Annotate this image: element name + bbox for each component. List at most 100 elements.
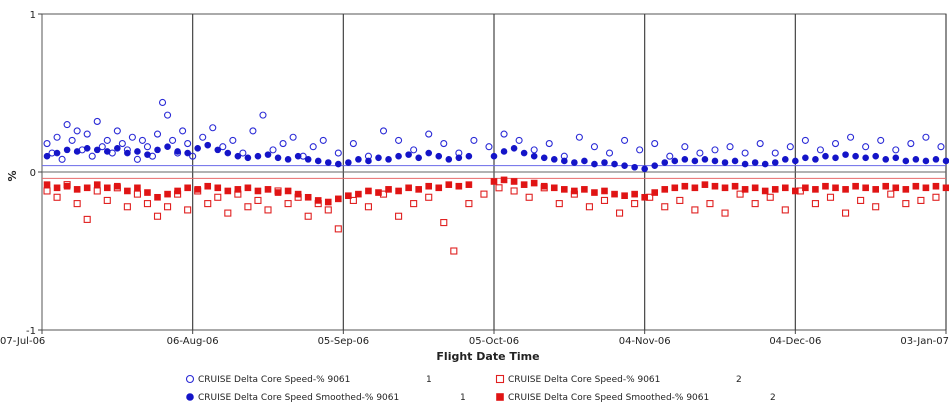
- data-point: [264, 151, 272, 158]
- data-point: [802, 184, 809, 192]
- data-point: [842, 186, 849, 193]
- data-point: [319, 136, 327, 144]
- data-point: [415, 154, 422, 162]
- data-point: [545, 140, 553, 148]
- data-point: [284, 200, 292, 208]
- data-point: [741, 160, 749, 168]
- data-point: [425, 130, 433, 138]
- data-point: [691, 157, 699, 165]
- data-point: [395, 212, 403, 220]
- data-point: [585, 203, 593, 211]
- data-point: [194, 145, 201, 152]
- data-point: [676, 196, 684, 204]
- data-point: [540, 182, 548, 190]
- data-point: [510, 145, 518, 152]
- data-point: [882, 156, 890, 163]
- data-point: [83, 215, 91, 223]
- legend-marker: [186, 393, 194, 401]
- data-point: [304, 193, 312, 201]
- data-point: [199, 133, 207, 141]
- data-point: [169, 136, 177, 144]
- data-point: [124, 187, 131, 195]
- data-point: [224, 149, 232, 157]
- data-point: [465, 200, 473, 208]
- data-point: [194, 186, 201, 193]
- data-point: [852, 152, 859, 160]
- data-point: [490, 178, 498, 185]
- data-point: [455, 182, 463, 190]
- data-point: [741, 186, 749, 193]
- x-tick-label: 05-Oct-06: [469, 336, 519, 347]
- data-point: [792, 187, 799, 195]
- data-point: [425, 149, 433, 157]
- data-point: [741, 149, 749, 157]
- data-point: [164, 143, 171, 151]
- data-point: [801, 136, 809, 144]
- legend-item: CRUISE Delta Core Speed-% 9061 1: [185, 374, 432, 385]
- data-point: [124, 149, 131, 157]
- data-point: [73, 186, 81, 193]
- data-point: [254, 196, 262, 204]
- data-point: [892, 154, 900, 162]
- data-point: [701, 156, 709, 163]
- data-point: [224, 209, 232, 217]
- data-marks: [43, 98, 949, 255]
- x-tick-label: 04-Nov-06: [619, 336, 671, 347]
- data-point: [304, 156, 312, 163]
- data-point: [179, 127, 187, 135]
- data-point: [611, 160, 618, 168]
- data-point: [73, 200, 81, 208]
- data-point: [465, 152, 473, 160]
- data-point: [932, 182, 940, 190]
- data-point: [53, 133, 61, 141]
- data-point: [942, 184, 949, 192]
- data-point: [144, 151, 151, 158]
- data-point: [681, 156, 689, 163]
- data-point: [143, 200, 152, 208]
- data-point: [561, 157, 568, 165]
- data-point: [696, 149, 704, 157]
- data-point: [902, 157, 910, 165]
- data-point: [892, 184, 900, 192]
- data-point: [264, 186, 272, 193]
- data-point: [812, 156, 819, 163]
- data-point: [144, 189, 151, 196]
- data-point: [244, 203, 252, 211]
- data-point: [395, 187, 402, 195]
- data-point: [43, 181, 51, 188]
- data-point: [832, 184, 839, 192]
- data-point: [138, 136, 146, 144]
- data-point: [515, 136, 523, 144]
- data-point: [184, 149, 191, 157]
- data-point: [812, 186, 819, 193]
- data-point: [279, 140, 287, 148]
- data-point: [123, 203, 131, 211]
- data-point: [365, 187, 372, 195]
- data-point: [264, 206, 272, 214]
- data-point: [495, 184, 503, 192]
- data-point: [756, 140, 764, 148]
- data-point: [314, 157, 322, 165]
- data-point: [621, 192, 628, 199]
- legend-suffix: 1: [426, 375, 432, 385]
- data-point: [43, 187, 51, 195]
- data-point: [922, 133, 930, 141]
- data-point: [872, 186, 879, 193]
- data-point: [847, 133, 855, 141]
- data-point: [721, 159, 729, 166]
- legend-suffix: 1: [460, 393, 466, 403]
- data-point: [204, 200, 212, 208]
- data-point: [726, 143, 734, 151]
- data-point: [651, 162, 659, 169]
- legend-label: CRUISE Delta Core Speed-% 9061: [508, 375, 660, 385]
- data-point: [440, 219, 448, 227]
- data-point: [907, 140, 915, 148]
- data-point: [706, 200, 714, 208]
- data-point: [274, 154, 282, 162]
- data-point: [284, 187, 292, 195]
- data-point: [93, 146, 101, 154]
- legend-label: CRUISE Delta Core Speed Smoothed-% 9061: [198, 393, 399, 403]
- data-point: [862, 184, 869, 192]
- data-point: [465, 181, 473, 188]
- data-point: [425, 182, 433, 190]
